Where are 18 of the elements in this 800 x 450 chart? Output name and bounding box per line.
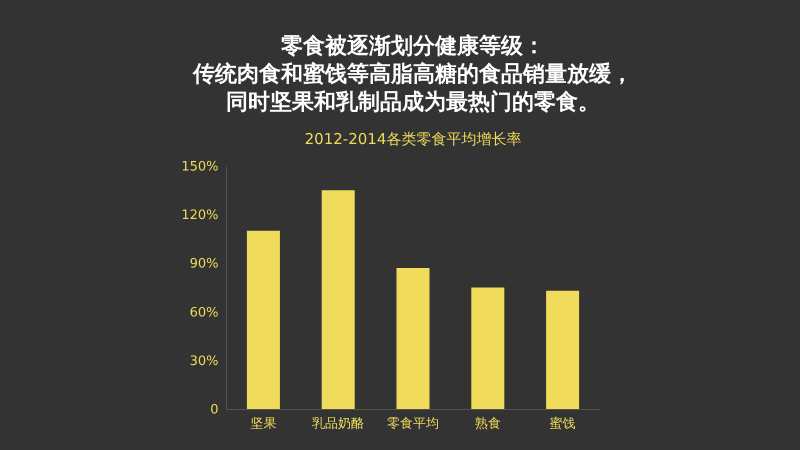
y-tick-label: 120% bbox=[181, 208, 218, 224]
bar bbox=[396, 268, 430, 409]
y-tick-label: 150% bbox=[181, 160, 218, 174]
bar bbox=[471, 288, 504, 409]
bar bbox=[546, 290, 580, 409]
x-tick-label: 蜜饯 bbox=[550, 416, 576, 432]
x-tick-label: 乳品奶酪 bbox=[312, 416, 364, 432]
bar bbox=[322, 190, 355, 409]
x-tick-label: 零食平均 bbox=[387, 416, 439, 432]
y-tick-label: 60% bbox=[190, 305, 218, 320]
y-tick-label: 30% bbox=[190, 354, 218, 369]
chart-title: 零食被逐渐划分健康等级：传统肉食和蜜饯等高脂高糖的食品销量放缓，同时坚果和乳制品成为最热门的零食。 bbox=[192, 33, 633, 115]
chart-subtitle: 2012-2014各类零食平均增长率 bbox=[304, 130, 522, 148]
y-tick-label: 0 bbox=[210, 402, 218, 418]
x-tick-label: 熟食 bbox=[474, 416, 501, 432]
x-tick-label: 坚果 bbox=[250, 416, 276, 432]
y-tick-label: 90% bbox=[190, 256, 218, 272]
bar bbox=[246, 230, 280, 409]
